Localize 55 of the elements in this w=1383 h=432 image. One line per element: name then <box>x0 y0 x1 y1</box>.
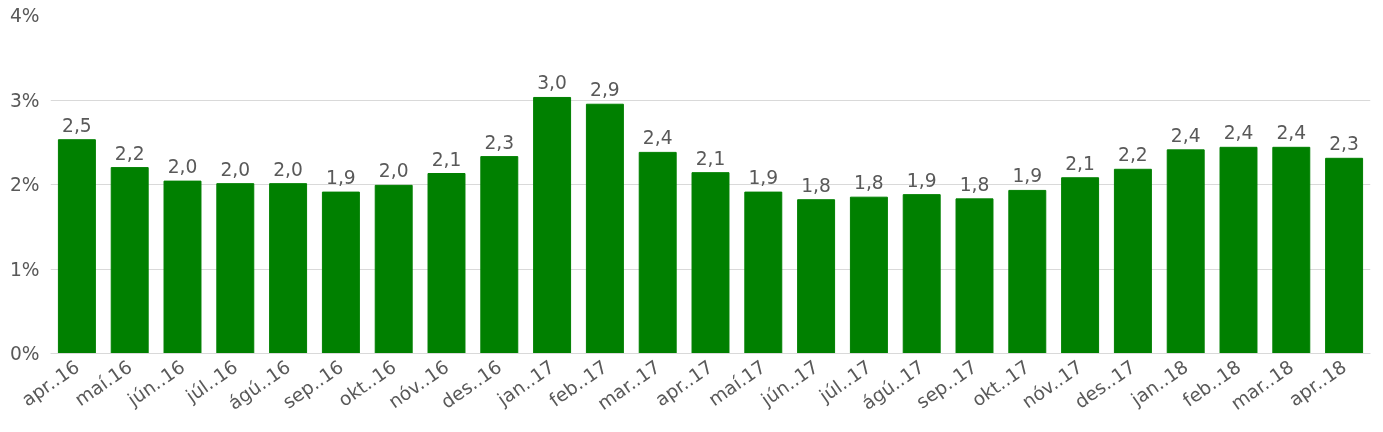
data-label: 2,9 <box>590 79 620 101</box>
bar <box>1166 149 1205 354</box>
data-label: 2,4 <box>1170 124 1201 146</box>
bar <box>1272 146 1311 354</box>
y-tick-label: 1% <box>9 258 40 280</box>
bar <box>163 180 202 354</box>
bar <box>585 103 624 354</box>
data-label: 1,8 <box>801 174 831 196</box>
data-label: 3,0 <box>537 72 567 94</box>
data-label: 2,3 <box>484 131 515 153</box>
y-tick-label: 2% <box>9 174 40 195</box>
data-label: 2,1 <box>431 148 462 170</box>
bar <box>955 198 994 354</box>
bar <box>533 96 572 354</box>
data-label: 2,0 <box>220 158 251 180</box>
data-label: 2,1 <box>1065 152 1095 174</box>
data-label: 2,4 <box>1276 122 1307 144</box>
bar <box>638 151 677 354</box>
data-label: 1,8 <box>959 173 990 195</box>
bar <box>110 167 149 354</box>
bar <box>1325 157 1364 354</box>
y-tick-label: 3% <box>9 89 40 111</box>
data-label: 2,1 <box>695 147 726 169</box>
bar <box>797 199 836 354</box>
data-label: 2,5 <box>62 114 92 136</box>
data-label: 1,9 <box>326 167 356 189</box>
bar <box>691 172 730 354</box>
bar <box>216 183 255 354</box>
bar <box>1008 189 1047 354</box>
bar <box>374 184 413 354</box>
data-label: 2,0 <box>273 158 303 180</box>
y-tick-label: 0% <box>9 343 40 364</box>
bar <box>269 183 308 354</box>
bar <box>480 156 519 354</box>
data-label: 2,2 <box>114 142 145 164</box>
bar <box>57 139 96 354</box>
y-tick-label: 4% <box>9 5 40 26</box>
bar <box>1113 168 1152 354</box>
data-label: 1,8 <box>854 172 884 194</box>
data-label: 2,0 <box>378 160 409 182</box>
data-label: 2,2 <box>1118 144 1148 166</box>
bar <box>849 196 888 354</box>
data-label: 1,9 <box>748 167 779 189</box>
bar <box>1061 177 1100 354</box>
data-label: 2,3 <box>1329 133 1359 155</box>
bar <box>902 194 941 354</box>
data-label: 1,9 <box>1012 165 1043 187</box>
data-label: 2,0 <box>167 156 198 178</box>
data-label: 2,4 <box>642 127 673 149</box>
data-label: 2,4 <box>1223 122 1254 144</box>
bar <box>427 173 466 354</box>
bar <box>321 191 360 354</box>
data-label: 1,9 <box>906 169 937 191</box>
bar <box>744 191 783 354</box>
bar <box>1219 146 1258 354</box>
